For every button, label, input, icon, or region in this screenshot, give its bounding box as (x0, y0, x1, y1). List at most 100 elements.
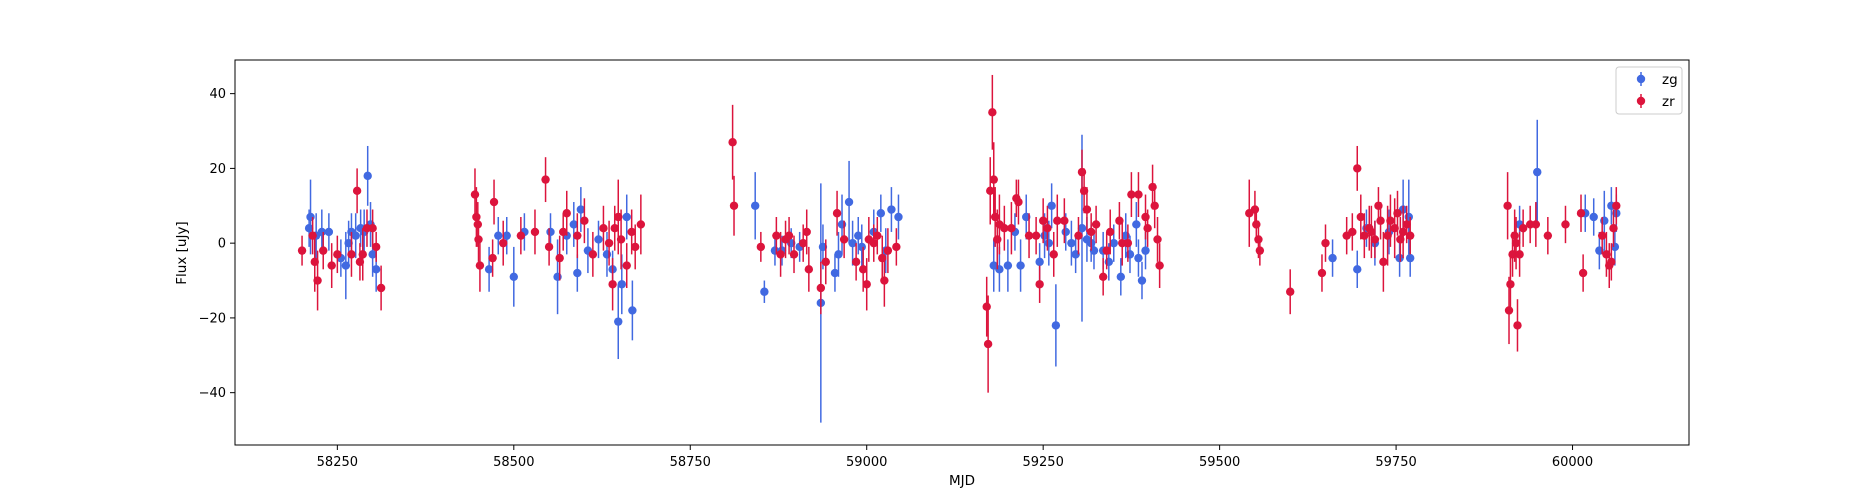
data-point (324, 227, 334, 237)
data-point (1321, 238, 1330, 248)
data-point (729, 201, 739, 210)
data-point (983, 339, 993, 349)
data-point (604, 238, 614, 248)
data-point (1134, 190, 1143, 199)
data-point (555, 253, 564, 263)
legend-label: zg (1662, 72, 1678, 88)
data-point (862, 280, 871, 289)
data-point (1051, 321, 1061, 330)
data-point (371, 265, 381, 274)
data-point (1098, 272, 1108, 281)
x-tick-label: 59250 (1022, 455, 1063, 470)
data-point (1356, 212, 1365, 222)
data-point (1074, 231, 1083, 240)
y-tick-label: −20 (199, 311, 226, 326)
data-point (990, 212, 1000, 222)
data-point (1370, 235, 1380, 244)
data-point (880, 276, 889, 285)
data-point (772, 231, 781, 240)
data-point (1360, 231, 1369, 240)
x-tick-label: 59750 (1375, 455, 1416, 470)
data-point (784, 231, 794, 240)
data-point (1511, 238, 1521, 248)
data-point (869, 238, 878, 248)
data-point (530, 227, 540, 237)
data-point (546, 227, 555, 237)
data-point (1127, 190, 1136, 199)
data-point (627, 227, 636, 237)
data-point (1016, 261, 1025, 270)
data-point (297, 246, 307, 255)
y-tick-label: 40 (209, 87, 226, 102)
data-point (1134, 253, 1143, 263)
x-axis-ticks: 58250 58500 58750 59000 59250 59500 59750 60000 (317, 445, 1593, 470)
data-point (1035, 257, 1044, 267)
data-point (798, 238, 808, 248)
data-point (489, 197, 499, 207)
data-point (1518, 224, 1528, 233)
data-point (989, 175, 998, 184)
data-point (1328, 253, 1337, 263)
data-point (608, 280, 617, 289)
data-point (351, 231, 360, 240)
data-point (1024, 231, 1034, 240)
data-point (876, 209, 886, 218)
data-point (1286, 287, 1295, 296)
data-point (569, 220, 578, 229)
data-point (573, 231, 582, 240)
data-point (1561, 220, 1570, 229)
data-point (1123, 238, 1133, 248)
data-point (1049, 250, 1058, 259)
series-zr (297, 74, 1621, 393)
data-point (728, 138, 737, 147)
data-point (858, 265, 868, 274)
data-point (857, 242, 866, 252)
data-point (816, 283, 826, 293)
data-point (636, 220, 646, 229)
data-point (1061, 227, 1070, 237)
data-point (358, 250, 367, 259)
data-point (839, 235, 849, 244)
legend: zg zr (1615, 66, 1683, 115)
data-point (631, 242, 640, 252)
x-tick-label: 58500 (493, 455, 534, 470)
data-point (1531, 220, 1541, 229)
data-point (750, 201, 760, 210)
data-point (1102, 246, 1111, 255)
data-point (602, 250, 612, 259)
data-point (562, 209, 571, 218)
data-point (516, 231, 526, 240)
data-point (499, 238, 508, 248)
data-point (1513, 321, 1522, 330)
data-point (1143, 224, 1152, 233)
data-point (573, 268, 582, 278)
data-point (821, 257, 830, 267)
data-point (834, 250, 843, 259)
data-point (1038, 216, 1048, 225)
data-point (1141, 246, 1150, 255)
data-point (1125, 250, 1135, 259)
data-point (1405, 231, 1415, 240)
y-axis-label: Flux [uJy] (174, 221, 190, 284)
data-point (1116, 272, 1126, 281)
data-point (509, 272, 519, 281)
data-point (830, 268, 840, 278)
legend-marker (1636, 74, 1646, 84)
data-point (376, 283, 386, 293)
y-tick-label: −40 (199, 386, 226, 401)
data-point (553, 272, 562, 281)
data-point (368, 224, 377, 233)
data-point (484, 265, 494, 274)
data-point (588, 250, 598, 259)
data-point (756, 242, 766, 252)
data-point (1612, 201, 1621, 210)
data-point (614, 317, 623, 326)
data-point (887, 205, 896, 214)
data-point (1543, 231, 1553, 240)
data-point (1067, 238, 1076, 248)
data-point (760, 287, 769, 296)
data-point (878, 253, 887, 263)
data-point (1398, 227, 1408, 237)
data-point (352, 186, 362, 196)
